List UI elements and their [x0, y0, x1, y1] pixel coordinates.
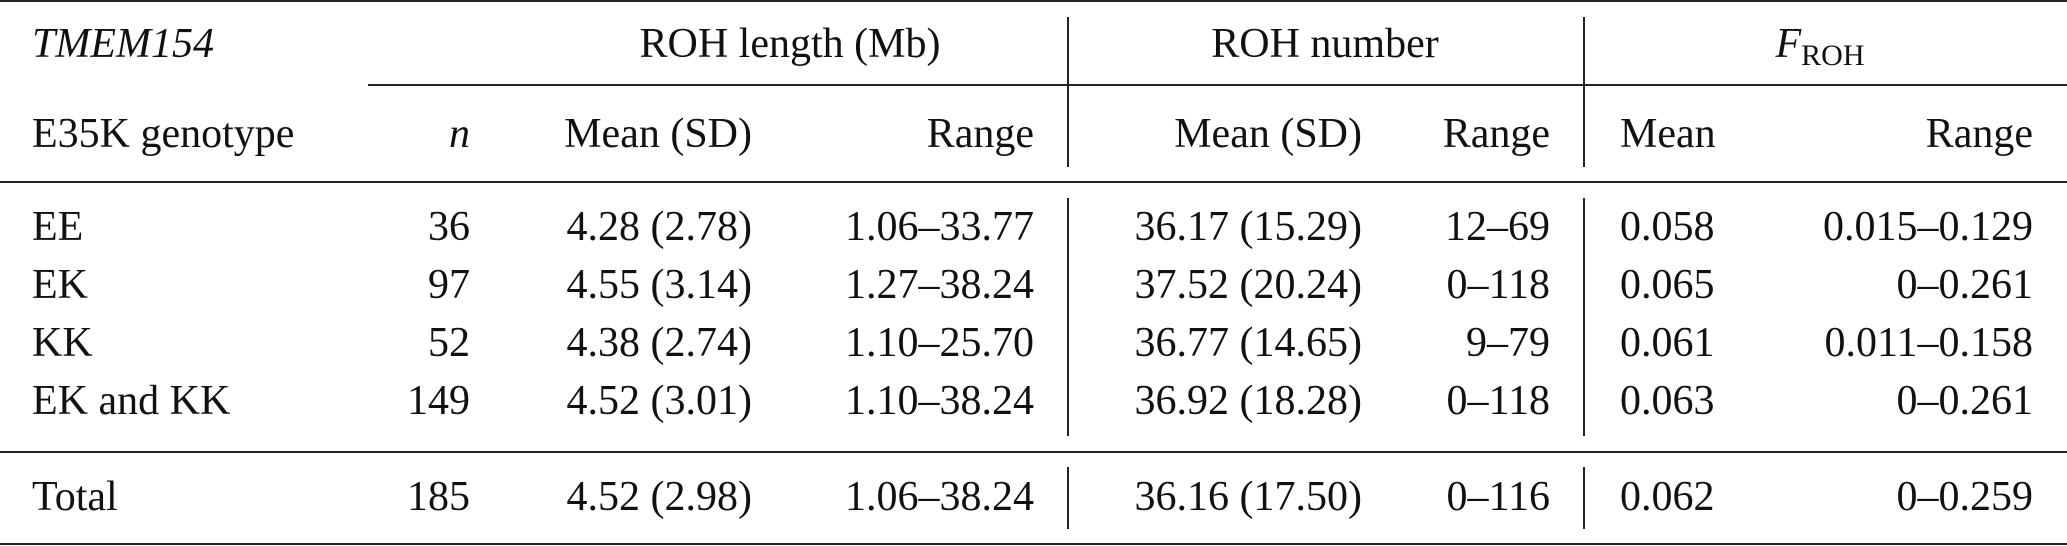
- row-genotype: EK: [32, 262, 88, 308]
- column-divider-1-body: [1067, 198, 1069, 436]
- row-froh-mean: 0.063: [1620, 378, 1715, 424]
- column-divider-2-body: [1583, 198, 1585, 436]
- row-num-mean: 37.52 (20.24): [1134, 262, 1362, 308]
- row-len-range: 1.27–38.24: [845, 262, 1034, 308]
- row-froh-range: 0–0.261: [1896, 262, 2034, 308]
- total-len-range: 1.06–38.24: [845, 474, 1034, 520]
- row-n: 52: [428, 320, 470, 366]
- row-len-mean: 4.38 (2.74): [566, 320, 752, 366]
- row-len-mean: 4.55 (3.14): [566, 262, 752, 308]
- total-num-range: 0–116: [1446, 474, 1550, 520]
- row-genotype: KK: [32, 320, 93, 366]
- row-num-mean: 36.17 (15.29): [1134, 204, 1362, 250]
- row-num-mean: 36.92 (18.28): [1134, 378, 1362, 424]
- column-divider-1-total: [1067, 467, 1069, 529]
- total-froh-mean: 0.062: [1620, 474, 1715, 520]
- row-len-range: 1.06–33.77: [845, 204, 1034, 250]
- row-len-range: 1.10–38.24: [845, 378, 1034, 424]
- row-froh-range: 0.015–0.129: [1823, 204, 2033, 250]
- header-froh-range: Range: [1925, 111, 2033, 157]
- row-n: 149: [407, 378, 470, 424]
- header-len-mean: Mean (SD): [564, 111, 752, 157]
- total-num-mean: 36.16 (17.50): [1134, 474, 1362, 520]
- froh-main: F: [1775, 21, 1802, 67]
- froh-subscript: ROH: [1801, 39, 1865, 72]
- row-genotype: EK and KK: [32, 378, 231, 424]
- group-header-froh: FROH: [1720, 20, 1920, 80]
- row-froh-mean: 0.058: [1620, 204, 1715, 250]
- header-genotype: E35K genotype: [32, 111, 295, 157]
- total-froh-range: 0–0.259: [1896, 474, 2034, 520]
- row-num-range: 9–79: [1466, 320, 1550, 366]
- header-n: n: [449, 111, 470, 157]
- bottom-rule: [0, 543, 2067, 545]
- top-rule: [0, 0, 2067, 2]
- row-len-range: 1.10–25.70: [845, 320, 1034, 366]
- group-header-rule: [368, 84, 2067, 86]
- row-num-range: 0–118: [1446, 378, 1550, 424]
- row-froh-range: 0–0.261: [1896, 378, 2034, 424]
- row-froh-range: 0.011–0.158: [1824, 320, 2033, 366]
- column-divider-1-header: [1067, 17, 1069, 167]
- row-genotype: EE: [32, 204, 84, 250]
- row-num-mean: 36.77 (14.65): [1134, 320, 1362, 366]
- header-froh-mean: Mean: [1620, 111, 1716, 157]
- row-num-range: 0–118: [1446, 262, 1550, 308]
- row-froh-mean: 0.061: [1620, 320, 1715, 366]
- row-len-mean: 4.28 (2.78): [566, 204, 752, 250]
- total-n: 185: [407, 474, 470, 520]
- group-header-roh-number: ROH number: [1211, 21, 1439, 67]
- total-separator-rule: [0, 451, 2067, 453]
- row-froh-mean: 0.065: [1620, 262, 1715, 308]
- row-n: 97: [428, 262, 470, 308]
- row-num-range: 12–69: [1445, 204, 1550, 250]
- header-num-mean: Mean (SD): [1174, 111, 1362, 157]
- row-len-mean: 4.52 (3.01): [566, 378, 752, 424]
- row-n: 36: [428, 204, 470, 250]
- total-len-mean: 4.52 (2.98): [566, 474, 752, 520]
- total-genotype: Total: [32, 474, 118, 520]
- column-divider-2-total: [1583, 467, 1585, 529]
- header-bottom-rule: [0, 181, 2067, 183]
- header-len-range: Range: [926, 111, 1034, 157]
- gene-label: TMEM154: [32, 21, 214, 67]
- group-header-roh-length: ROH length (Mb): [639, 21, 941, 67]
- column-divider-2-header: [1583, 17, 1585, 167]
- header-num-range: Range: [1442, 111, 1550, 157]
